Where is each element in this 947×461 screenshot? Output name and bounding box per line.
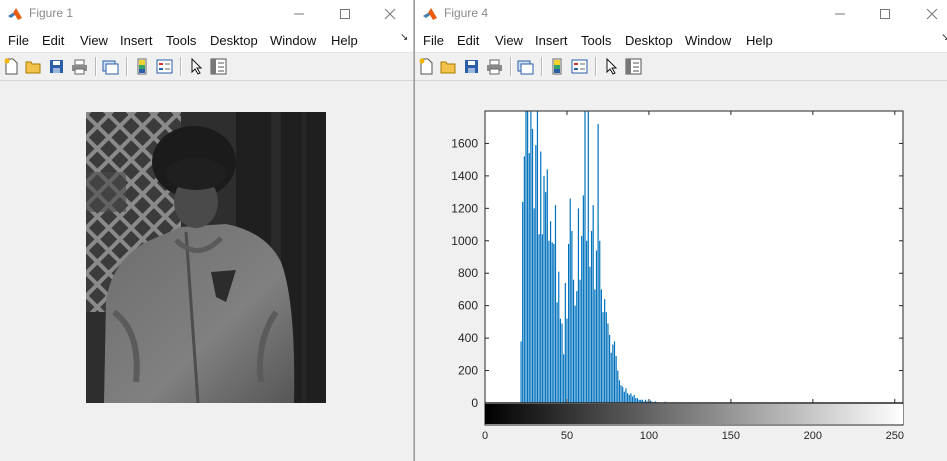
grayscale-image-boy	[86, 112, 326, 403]
menu-bar: File Edit View Insert Tools Desktop Wind…	[415, 28, 947, 53]
y-tick-label: 200	[458, 364, 478, 378]
menu-edit[interactable]: Edit	[457, 33, 480, 48]
insert-colorbar-icon[interactable]	[134, 58, 151, 75]
x-tick-label: 200	[804, 430, 822, 442]
figure-toolbar	[0, 53, 413, 81]
matlab-logo-icon	[8, 8, 22, 20]
figure1-titlebar[interactable]: Figure 1	[0, 0, 413, 28]
window-title: Figure 4	[444, 6, 489, 20]
property-inspector-icon[interactable]	[210, 58, 227, 75]
y-tick-label: 400	[458, 331, 478, 345]
close-button[interactable]	[367, 0, 413, 28]
grayscale-colorbar	[485, 404, 903, 424]
minimize-icon	[294, 13, 304, 15]
figure4-titlebar[interactable]: Figure 4	[415, 0, 947, 28]
maximize-icon	[340, 9, 350, 19]
menu-edit[interactable]: Edit	[42, 33, 65, 48]
maximize-icon	[880, 9, 890, 19]
menu-insert[interactable]: Insert	[120, 33, 153, 48]
minimize-button[interactable]	[817, 0, 863, 28]
new-figure-icon[interactable]	[3, 58, 20, 75]
maximize-button[interactable]	[322, 0, 368, 28]
menu-window[interactable]: Window	[270, 33, 317, 48]
y-tick-label: 1400	[451, 169, 478, 183]
minimize-button[interactable]	[276, 0, 322, 28]
matlab-logo-icon	[423, 8, 437, 20]
link-plot-icon[interactable]	[102, 58, 119, 75]
menu-view[interactable]: View	[495, 33, 523, 48]
menu-file[interactable]: File	[8, 33, 29, 48]
edit-plot-icon[interactable]	[603, 58, 620, 75]
figure4-window: Figure 4 File Edit View Insert Tools Des…	[414, 0, 947, 461]
open-file-icon[interactable]	[25, 58, 42, 75]
close-icon	[926, 8, 938, 20]
y-tick-label: 600	[458, 299, 478, 313]
y-tick-label: 800	[458, 266, 478, 280]
insert-colorbar-icon[interactable]	[549, 58, 566, 75]
y-tick-label: 1200	[451, 201, 478, 215]
x-tick-label: 0	[482, 430, 488, 442]
edit-plot-icon[interactable]	[188, 58, 205, 75]
menu-insert[interactable]: Insert	[535, 33, 568, 48]
menu-bar: File Edit View Insert Tools Desktop Wind…	[0, 28, 413, 53]
menu-window[interactable]: Window	[685, 33, 732, 48]
x-tick-label: 250	[886, 430, 904, 442]
x-tick-label: 150	[722, 430, 740, 442]
print-icon[interactable]	[486, 58, 503, 75]
figure1-window: Figure 1 File Edit View Insert Tools Des…	[0, 0, 414, 461]
y-tick-label: 0	[471, 396, 478, 410]
open-file-icon[interactable]	[440, 58, 457, 75]
window-title: Figure 1	[29, 6, 74, 20]
dock-arrow-icon[interactable]: ↘	[400, 32, 409, 43]
link-plot-icon[interactable]	[517, 58, 534, 75]
close-icon	[384, 8, 396, 20]
x-tick-label: 50	[561, 430, 573, 442]
y-tick-label: 1000	[451, 234, 478, 248]
y-tick-label: 1600	[451, 136, 478, 150]
minimize-icon	[835, 13, 845, 15]
menu-help[interactable]: Help	[746, 33, 773, 48]
menu-desktop[interactable]: Desktop	[625, 33, 673, 48]
menu-tools[interactable]: Tools	[166, 33, 197, 48]
save-icon[interactable]	[463, 58, 480, 75]
property-inspector-icon[interactable]	[625, 58, 642, 75]
close-button[interactable]	[909, 0, 947, 28]
menu-file[interactable]: File	[423, 33, 444, 48]
axes-background	[485, 111, 903, 403]
menu-desktop[interactable]: Desktop	[210, 33, 258, 48]
print-icon[interactable]	[71, 58, 88, 75]
menu-view[interactable]: View	[80, 33, 108, 48]
axes-box	[484, 110, 904, 426]
menu-tools[interactable]: Tools	[581, 33, 612, 48]
new-figure-icon[interactable]	[418, 58, 435, 75]
insert-legend-icon[interactable]	[156, 58, 173, 75]
dock-arrow-icon[interactable]: ↘	[941, 32, 947, 43]
figure-toolbar	[415, 53, 947, 81]
save-icon[interactable]	[48, 58, 65, 75]
insert-legend-icon[interactable]	[571, 58, 588, 75]
histogram-plot[interactable]: 0 200 400 600 800 1000 1200 1400 1600 0 50 100 150 20…	[415, 0, 947, 461]
x-tick-label: 100	[640, 430, 658, 442]
maximize-button[interactable]	[862, 0, 908, 28]
menu-help[interactable]: Help	[331, 33, 358, 48]
